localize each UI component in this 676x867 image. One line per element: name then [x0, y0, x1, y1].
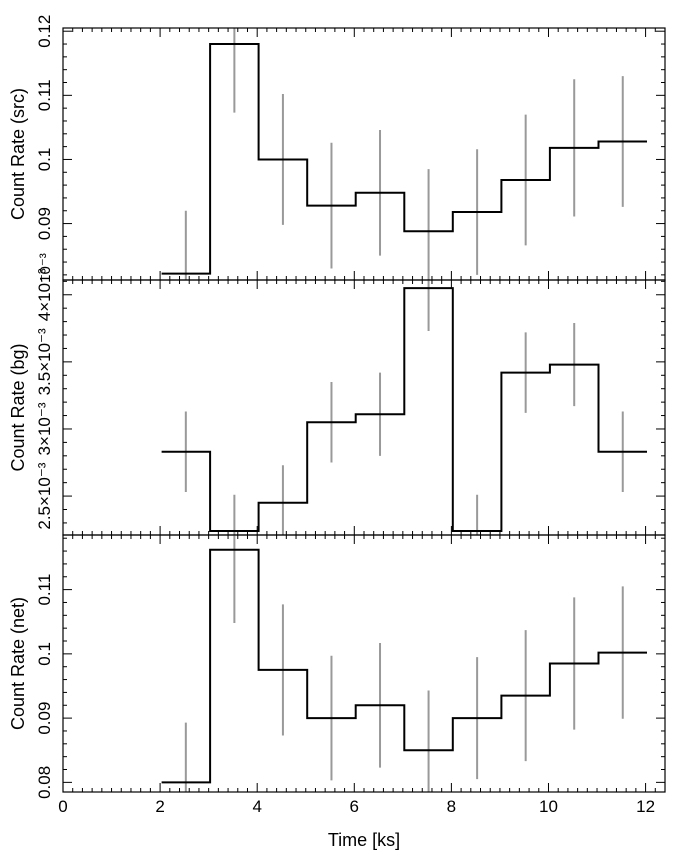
panel-3: 0.08 0.09 0.1 0.11 Count Rate (net) 0 2 4 6 8 10 12… — [8, 534, 666, 850]
panel-data — [161, 28, 647, 280]
x-tick-label: 6 — [350, 797, 359, 816]
y-tick-label: 0.12 — [35, 15, 54, 48]
x-tick-label: 12 — [636, 797, 655, 816]
panel-frame — [62, 279, 666, 536]
y-axis-label: Count Rate (net) — [8, 597, 28, 730]
y-tick-label: 0.11 — [35, 79, 54, 111]
y-tick-label: 3×10⁻³ — [35, 402, 54, 455]
x-tick-label: 8 — [447, 797, 456, 816]
y-tick-label: 0.09 — [35, 702, 54, 735]
y-tick-label: 0.08 — [35, 766, 54, 799]
panel-1: 0.09 0.1 0.11 0.12 10⁻³ Count Rate (src) — [8, 15, 666, 283]
series-step-line — [161, 287, 647, 532]
y-tick-label: 4×10⁻³ — [35, 268, 54, 321]
x-axis-label: Time [ks] — [328, 830, 400, 850]
panel-data — [161, 535, 647, 792]
y-offset-label: 10⁻³ — [37, 253, 54, 283]
series-step-line — [161, 548, 647, 784]
panel-data — [161, 280, 647, 535]
y-axis-label: Count Rate (src) — [8, 88, 28, 220]
x-tick-label: 10 — [539, 797, 558, 816]
y-tick-label: 0.09 — [35, 207, 54, 240]
y-tick-label: 0.1 — [35, 642, 54, 666]
x-tick-label: 0 — [58, 797, 67, 816]
y-axis-label: Count Rate (bg) — [8, 343, 28, 471]
y-tick-label: 3.5×10⁻³ — [35, 328, 54, 395]
panel-frame — [62, 534, 666, 793]
series-step-line — [161, 43, 647, 275]
x-tick-label: 4 — [252, 797, 261, 816]
y-tick-label: 0.1 — [35, 148, 54, 172]
y-tick-label: 2.5×10⁻³ — [35, 462, 54, 529]
panel-2: 2.5×10⁻³ 3×10⁻³ 3.5×10⁻³ 4×10⁻³ Count Rate (… — [8, 268, 666, 536]
x-tick-label: 2 — [155, 797, 164, 816]
y-tick-label: 0.11 — [35, 574, 54, 606]
